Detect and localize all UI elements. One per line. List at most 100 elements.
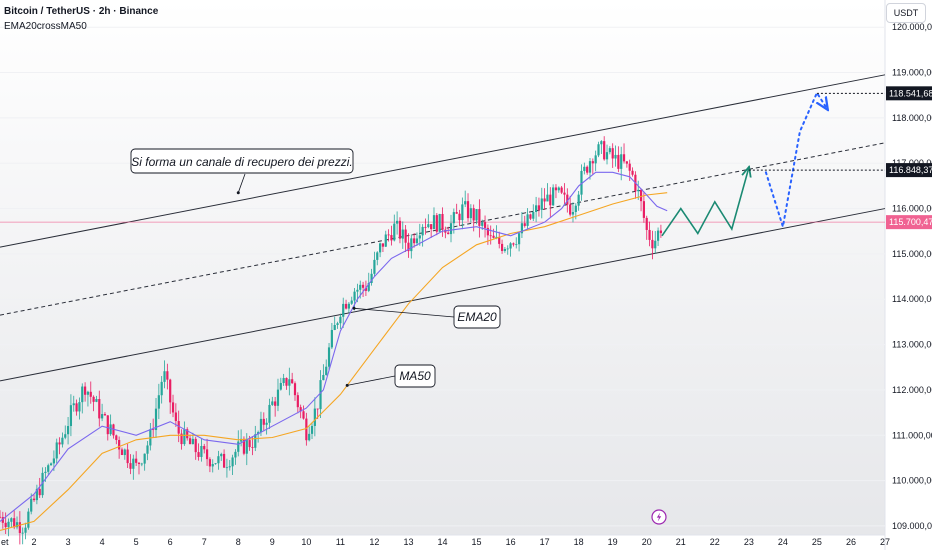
x-tick-label: 11 (336, 537, 345, 547)
candle-body (472, 208, 475, 221)
candle-body (376, 252, 379, 260)
indicator-label[interactable]: EMA20crossMA50 (4, 21, 87, 32)
candle-body (333, 324, 336, 330)
candle-body (364, 287, 368, 291)
candle-body (350, 300, 353, 304)
candle-body (118, 440, 121, 450)
candle-body (591, 161, 594, 164)
callout-text: EMA20 (457, 310, 497, 324)
candle-body (285, 377, 288, 386)
chart-title: Bitcoin / TetherUS · 2h · Binance (4, 6, 159, 17)
candle-body (225, 467, 229, 469)
candle-body (631, 170, 634, 175)
projections (661, 90, 885, 237)
candle-body (569, 204, 572, 215)
candle-body (103, 414, 107, 416)
candle-body (614, 154, 617, 159)
y-tick-label: 120.000,00 (892, 22, 932, 32)
price-tag-label: 118.541,68 (889, 88, 932, 98)
candle-body (546, 194, 549, 202)
candle-body (296, 395, 299, 408)
x-tick-label: 15 (472, 537, 482, 547)
callout-leader (353, 307, 455, 318)
candle-body (228, 466, 231, 468)
candle-body (293, 383, 297, 396)
candle-body (75, 403, 78, 412)
candle-body (237, 441, 240, 452)
candle-body (466, 201, 470, 219)
x-tick-label: 14 (437, 537, 447, 547)
candle-body (15, 522, 19, 528)
candle-body (55, 442, 58, 459)
candle-body (461, 204, 464, 221)
candle-body (656, 230, 660, 241)
candle-body (571, 212, 575, 215)
x-tick-label: 6 (168, 537, 173, 547)
candle-body (101, 414, 104, 419)
candle-body (407, 242, 410, 252)
candle-body (27, 511, 30, 528)
candle-body (370, 273, 373, 283)
candle-body (347, 303, 350, 309)
candle-body (651, 239, 654, 249)
candle-body (535, 205, 538, 212)
x-tick-label: 27 (880, 537, 890, 547)
candle-body (404, 229, 407, 243)
candle-body (359, 284, 362, 290)
candle-body (89, 391, 92, 397)
candle-body (4, 522, 7, 528)
projection-blue-path (764, 90, 827, 227)
candle-body (611, 148, 614, 159)
callout-text: Si forma un canale di recupero dei prezz… (131, 155, 352, 169)
callout-box (453, 305, 501, 329)
candle-body (639, 189, 643, 202)
x-tick-label: 3 (66, 537, 71, 547)
y-tick-label: 118.000,00 (892, 113, 932, 123)
candle-body (157, 395, 160, 409)
price-tag-bg (886, 86, 932, 101)
candle-body (322, 374, 325, 381)
candle-body (625, 161, 628, 164)
candle-body (469, 208, 472, 219)
level-price-tag: 116.848,37 (886, 163, 932, 178)
candle-body (276, 389, 280, 406)
candle-body (361, 284, 365, 288)
candle-body (251, 447, 254, 448)
candle-body (186, 429, 189, 439)
candle-body (523, 223, 526, 226)
candle-body (44, 471, 47, 473)
candle-body (588, 161, 592, 173)
candle-body (30, 498, 33, 512)
candle-body (137, 462, 141, 465)
annotation-channel: Si forma un canale di recupero dei prezz… (130, 148, 354, 195)
candle-body (648, 229, 651, 240)
candle-body (537, 205, 541, 210)
candle-body (483, 222, 487, 228)
candle-body (478, 209, 481, 226)
candle-body (126, 449, 129, 464)
candle-body (160, 381, 163, 396)
candle-body (367, 282, 370, 291)
price-tag-bg (886, 163, 932, 178)
lightning-icon[interactable] (651, 509, 667, 525)
candle-body (69, 405, 73, 427)
x-tick-label: 23 (744, 537, 754, 547)
callout-leader (347, 375, 396, 386)
candle-body (265, 422, 268, 425)
x-tick-label: 17 (540, 537, 550, 547)
candle-body (410, 238, 413, 252)
candle-body (24, 527, 27, 533)
candle-body (248, 440, 251, 448)
candle-body (603, 141, 606, 160)
candle-body (540, 198, 543, 210)
moving-averages (0, 171, 668, 532)
candle-body (373, 259, 376, 274)
candle-body (344, 303, 348, 309)
ma50-line (0, 192, 668, 532)
callout-box (130, 148, 354, 174)
candle-body (135, 458, 138, 463)
currency-button[interactable]: USDT (886, 3, 926, 23)
x-tick-label: 16 (506, 537, 516, 547)
candle-body (234, 451, 237, 458)
candle-body (32, 498, 36, 501)
